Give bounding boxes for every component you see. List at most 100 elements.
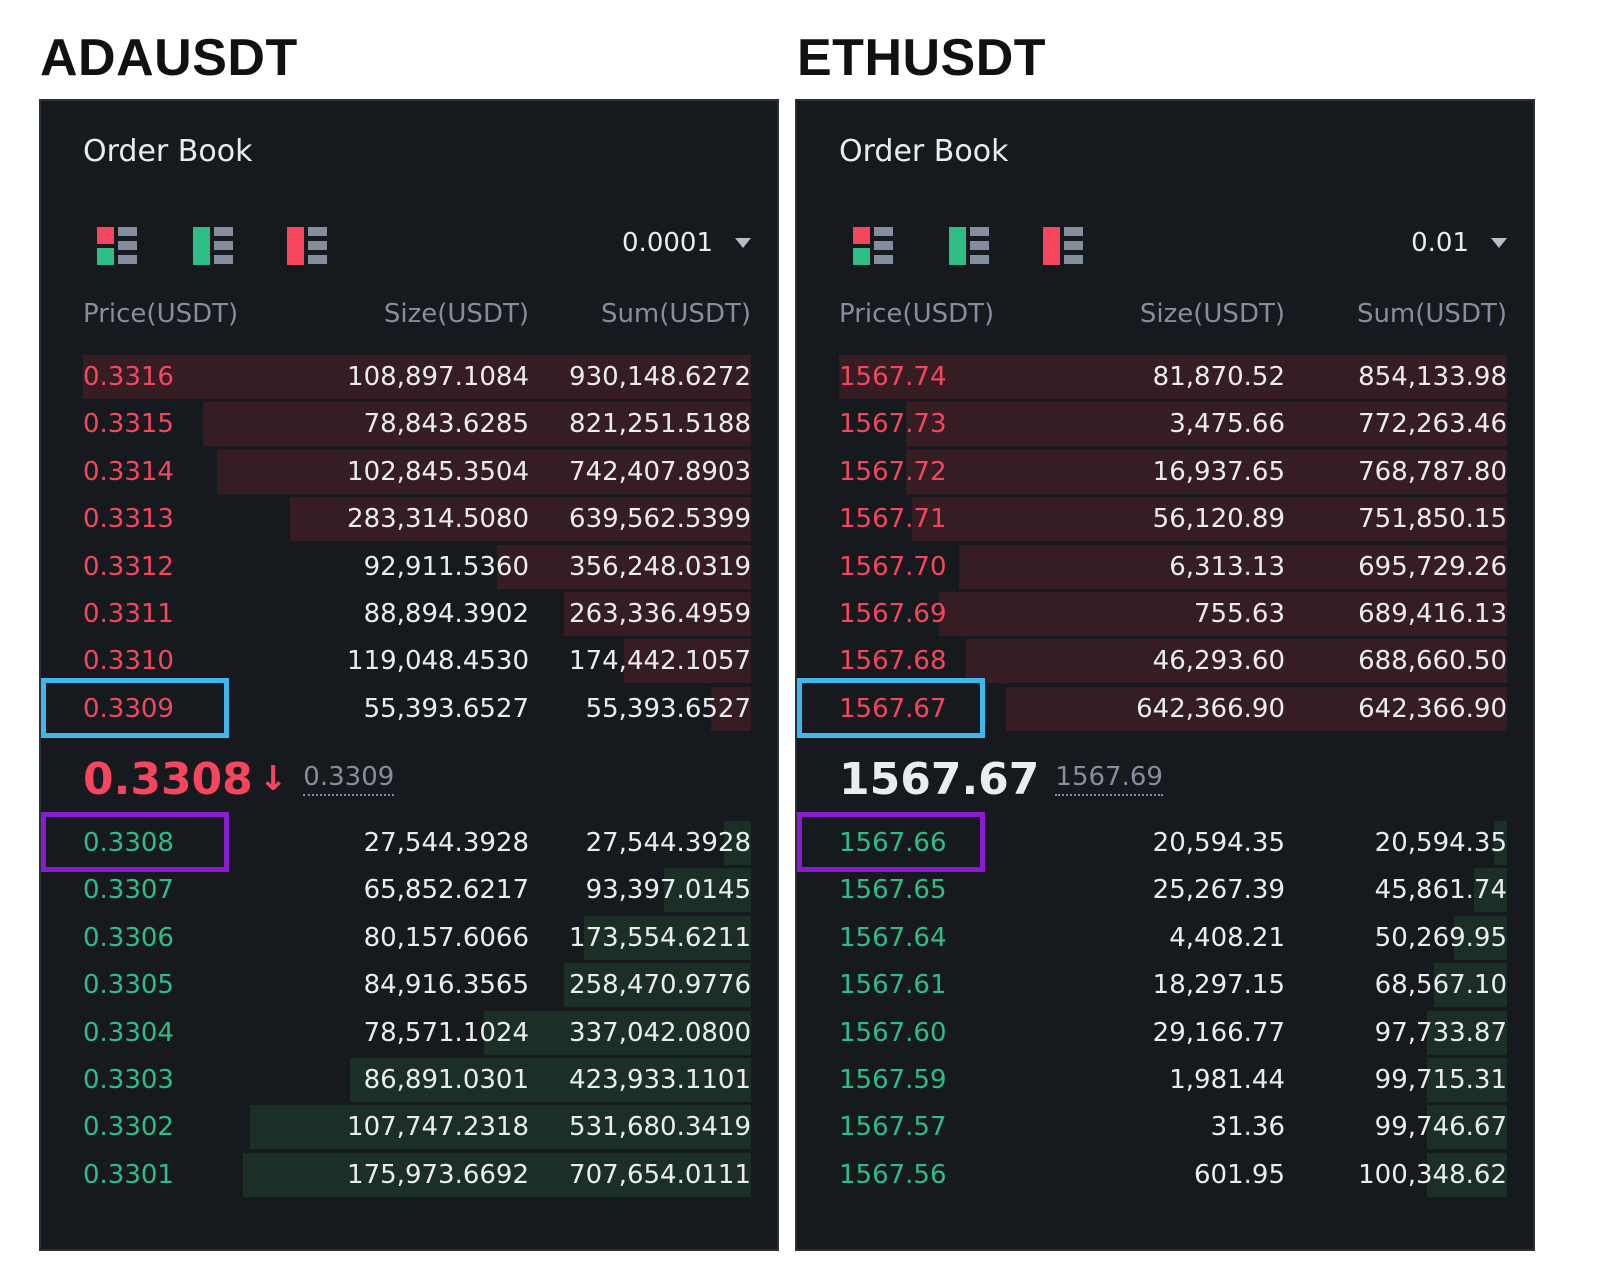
bid-row[interactable]: 1567.60 29,166.77 97,733.87 (839, 1009, 1507, 1057)
ask-row[interactable]: 0.3316 108,897.1084 930,148.6272 (83, 353, 751, 401)
last-price: 1567.67 (839, 753, 1040, 805)
ask-row[interactable]: 1567.67 642,366.90 642,366.90 (839, 685, 1507, 733)
ask-sum: 688,660.50 (1358, 646, 1507, 677)
bid-row[interactable]: 0.3301 175,973.6692 707,654.0111 (83, 1151, 751, 1199)
ask-size: 92,911.5360 (363, 551, 529, 582)
bid-row[interactable]: 0.3303 86,891.0301 423,933.1101 (83, 1056, 751, 1104)
ask-size: 55,393.6527 (363, 693, 529, 724)
header-size: Size(USDT) (383, 299, 529, 329)
ask-row[interactable]: 1567.73 3,475.66 772,263.46 (839, 400, 1507, 448)
bid-depth-bar (724, 821, 751, 865)
last-price-row: 1567.67 1567.69 (839, 749, 1163, 809)
bid-row[interactable]: 0.3306 80,157.6066 173,554.6211 (83, 914, 751, 962)
best-bid-highlight (797, 812, 985, 872)
mark-price[interactable]: 0.3309 (303, 762, 395, 796)
bid-price: 0.3303 (83, 1065, 174, 1095)
ask-depth-bar (1006, 686, 1507, 731)
ask-row[interactable]: 0.3311 88,894.3902 263,336.4959 (83, 590, 751, 638)
ask-depth-bar (497, 544, 751, 589)
bid-depth-bar (1433, 963, 1507, 1008)
ask-row[interactable]: 1567.72 16,937.65 768,787.80 (839, 448, 1507, 496)
bid-depth-bar (1426, 1058, 1507, 1102)
ask-sum: 821,251.5188 (569, 409, 751, 440)
bid-row[interactable]: 1567.57 31.36 99,746.67 (839, 1103, 1507, 1151)
ask-row[interactable]: 0.3315 78,843.6285 821,251.5188 (83, 400, 751, 448)
ask-depth-bar (839, 355, 1507, 399)
bid-size: 80,157.6066 (363, 922, 529, 953)
ask-row[interactable]: 1567.70 6,313.13 695,729.26 (839, 543, 1507, 591)
bid-size: 1,981.44 (1169, 1065, 1285, 1095)
bid-depth-bar (1426, 1105, 1507, 1150)
order-book-bids-icon[interactable] (949, 227, 989, 267)
ask-size: 642,366.90 (1136, 693, 1285, 724)
ask-row[interactable]: 0.3312 92,911.5360 356,248.0319 (83, 543, 751, 591)
ask-row[interactable]: 0.3309 55,393.6527 55,393.6527 (83, 685, 751, 733)
ask-row[interactable]: 0.3310 119,048.4530 174,442.1057 (83, 637, 751, 685)
bid-depth-bar (664, 868, 751, 913)
precision-select[interactable]: 0.01 (1411, 228, 1507, 258)
bid-row[interactable]: 1567.61 18,297.15 68,567.10 (839, 961, 1507, 1009)
ask-price: 1567.70 (839, 551, 947, 582)
ask-row[interactable]: 1567.69 755.63 689,416.13 (839, 590, 1507, 638)
ask-price: 0.3315 (83, 409, 174, 440)
bid-depth-bar (243, 1152, 751, 1197)
bid-size: 29,166.77 (1152, 1017, 1285, 1048)
bid-price: 0.3307 (83, 875, 174, 906)
bid-depth-bar (483, 1010, 751, 1055)
ask-row[interactable]: 0.3313 283,314.5080 639,562.5399 (83, 495, 751, 543)
ask-depth-bar (912, 497, 1507, 542)
bid-price: 1567.66 (839, 828, 947, 858)
bid-price: 0.3305 (83, 970, 174, 1001)
ask-price: 1567.68 (839, 646, 947, 677)
ask-price: 1567.71 (839, 504, 947, 535)
bid-price: 0.3306 (83, 922, 174, 953)
bid-row[interactable]: 1567.56 601.95 100,348.62 (839, 1151, 1507, 1199)
ask-price: 1567.73 (839, 409, 947, 440)
chevron-down-icon (1491, 238, 1507, 248)
order-book-bids-icon[interactable] (193, 227, 233, 267)
ask-sum: 263,336.4959 (569, 599, 751, 629)
bid-row[interactable]: 1567.65 25,267.39 45,861.74 (839, 866, 1507, 914)
precision-select[interactable]: 0.0001 (622, 228, 751, 258)
order-book-panel-eth: Order Book 0.01 Price(USDT) Size(USDT) S… (795, 99, 1535, 1251)
ask-row[interactable]: 1567.68 46,293.60 688,660.50 (839, 637, 1507, 685)
ask-sum: 642,366.90 (1358, 693, 1507, 724)
order-book-asks-icon[interactable] (287, 227, 327, 267)
bid-row[interactable]: 0.3307 65,852.6217 93,397.0145 (83, 866, 751, 914)
bid-row[interactable]: 1567.59 1,981.44 99,715.31 (839, 1056, 1507, 1104)
bid-row[interactable]: 0.3308 27,544.3928 27,544.3928 (83, 819, 751, 867)
bid-row[interactable]: 0.3305 84,916.3565 258,470.9776 (83, 961, 751, 1009)
bid-sum: 99,746.67 (1374, 1112, 1507, 1143)
ask-size: 6,313.13 (1169, 551, 1285, 582)
order-book-both-icon[interactable] (97, 227, 137, 267)
bid-size: 18,297.15 (1152, 970, 1285, 1001)
bid-row[interactable]: 1567.64 4,408.21 50,269.95 (839, 914, 1507, 962)
bid-price: 0.3302 (83, 1112, 174, 1143)
ask-depth-bar (83, 355, 751, 399)
bid-depth-bar (1426, 1010, 1507, 1055)
order-book-both-icon[interactable] (853, 227, 893, 267)
mark-price[interactable]: 1567.69 (1055, 762, 1163, 796)
ask-price: 0.3314 (83, 456, 174, 487)
bid-depth-bar (1426, 1152, 1507, 1197)
bid-depth-bar (563, 963, 751, 1008)
order-book-asks-icon[interactable] (1043, 227, 1083, 267)
ask-size: 46,293.60 (1152, 646, 1285, 677)
bid-row[interactable]: 1567.66 20,594.35 20,594.35 (839, 819, 1507, 867)
bid-size: 84,916.3565 (363, 970, 529, 1001)
bid-size: 78,571.1024 (363, 1017, 529, 1048)
ask-depth-bar (216, 449, 751, 494)
bid-depth-bar (1453, 915, 1507, 960)
bid-row[interactable]: 0.3302 107,747.2318 531,680.3419 (83, 1103, 751, 1151)
bid-size: 601.95 (1194, 1159, 1285, 1190)
ask-row[interactable]: 1567.71 56,120.89 751,850.15 (839, 495, 1507, 543)
ask-row[interactable]: 1567.74 81,870.52 854,133.98 (839, 353, 1507, 401)
ask-price: 0.3311 (83, 599, 174, 629)
header-size: Size(USDT) (1139, 299, 1285, 329)
ask-row[interactable]: 0.3314 102,845.3504 742,407.8903 (83, 448, 751, 496)
bid-depth-bar (350, 1058, 751, 1102)
bid-sum: 100,348.62 (1358, 1159, 1507, 1190)
bid-row[interactable]: 0.3304 78,571.1024 337,042.0800 (83, 1009, 751, 1057)
last-price-row: 0.3308 ↓ 0.3309 (83, 749, 395, 809)
order-book-panel-ada: Order Book 0.0001 Price(USDT) Size(USDT)… (39, 99, 779, 1251)
